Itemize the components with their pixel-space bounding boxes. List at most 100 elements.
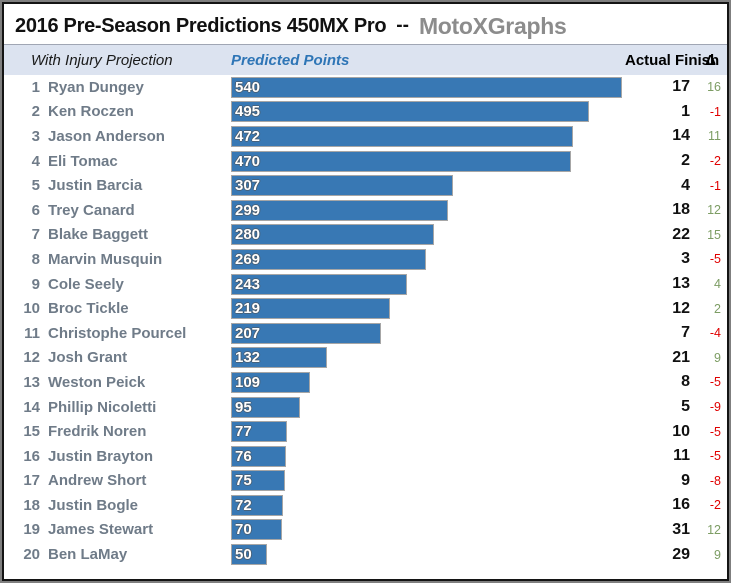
predicted-points-bar: 76 [231, 445, 286, 467]
table-row: 12 Josh Grant 132 21 9 [4, 346, 727, 371]
actual-finish-value: 2 [681, 152, 690, 170]
rider-rank: 10 [23, 300, 40, 318]
actual-finish-value: 11 [673, 447, 690, 465]
predicted-points-value: 280 [235, 226, 261, 244]
table-row: 17 Andrew Short 75 9 -8 [4, 469, 727, 494]
table-row: 11 Christophe Pourcel 207 7 -4 [4, 321, 727, 346]
brand-logo: MotoXGraphs [418, 12, 567, 39]
actual-finish-value: 17 [672, 78, 690, 96]
actual-finish-value: 12 [672, 299, 690, 317]
delta-value: 12 [707, 203, 721, 218]
delta-value: -1 [709, 178, 721, 193]
predicted-points-value: 299 [235, 201, 261, 219]
predicted-points-bar: 207 [231, 322, 381, 344]
table-row: 7 Blake Baggett 280 22 15 [4, 223, 727, 248]
actual-finish-value: 29 [672, 545, 690, 563]
table-row: 9 Cole Seely 243 13 4 [4, 272, 727, 297]
table-row: 20 Ben LaMay 50 29 9 [4, 542, 727, 567]
rider-name: Jason Anderson [48, 127, 165, 145]
delta-value: 4 [714, 277, 721, 292]
delta-value: -9 [709, 400, 721, 415]
table-row: 3 Jason Anderson 472 14 11 [4, 124, 727, 149]
predicted-points-bar: 540 [231, 76, 622, 98]
actual-finish-value: 5 [681, 398, 690, 416]
delta-value: -2 [709, 154, 721, 169]
predicted-points-bar: 472 [231, 125, 573, 147]
rider-name: Fredrik Noren [48, 423, 147, 441]
rider-name: Blake Baggett [48, 226, 149, 244]
predicted-points-value: 470 [235, 152, 261, 170]
rider-name: Ken Roczen [48, 103, 134, 121]
rider-rank: 20 [23, 546, 40, 564]
rider-rank: 8 [31, 250, 40, 268]
rider-name: Broc Tickle [48, 300, 129, 318]
page-title: 2016 Pre-Season Predictions 450MX Pro [15, 14, 387, 37]
chart-header: 2016 Pre-Season Predictions 450MX Pro --… [4, 4, 727, 44]
delta-value: 11 [708, 129, 721, 144]
subtitle-injury-projection: With Injury Projection [31, 51, 173, 69]
rider-rank: 14 [23, 398, 40, 416]
actual-finish-value: 8 [681, 373, 690, 391]
rider-rank: 1 [31, 78, 40, 96]
predicted-points-bar: 75 [231, 470, 286, 492]
predicted-points-value: 77 [235, 423, 252, 441]
predicted-points-bar: 70 [231, 519, 282, 541]
rider-name: Cole Seely [48, 275, 124, 293]
predicted-points-bar: 132 [231, 347, 327, 369]
predicted-points-bar: 50 [231, 544, 268, 566]
rider-rank: 12 [23, 349, 40, 367]
predicted-points-value: 495 [235, 103, 261, 121]
actual-finish-value: 1 [681, 102, 690, 120]
delta-value: 9 [714, 547, 721, 562]
rider-name: Christophe Pourcel [48, 324, 187, 342]
predicted-points-value: 243 [235, 275, 261, 293]
rider-name: Weston Peick [48, 373, 146, 391]
actual-finish-value: 3 [681, 250, 690, 268]
predicted-points-bar: 77 [231, 421, 287, 443]
rider-name: Eli Tomac [48, 152, 118, 170]
rider-name: Ben LaMay [48, 546, 128, 564]
rider-rank: 19 [23, 521, 40, 539]
predicted-points-bar: 109 [231, 371, 310, 393]
rider-rank: 9 [31, 275, 40, 293]
predicted-points-value: 132 [235, 349, 261, 367]
rider-rank: 5 [31, 177, 40, 195]
rider-rank: 2 [31, 103, 40, 121]
table-row: 19 James Stewart 70 31 12 [4, 518, 727, 543]
predicted-points-bar: 269 [231, 248, 426, 270]
predicted-points-bar: 495 [231, 101, 590, 123]
table-row: 5 Justin Barcia 307 4 -1 [4, 173, 727, 198]
predicted-points-bar: 280 [231, 224, 434, 246]
predicted-points-bar: 72 [231, 494, 284, 516]
predicted-points-value: 307 [235, 177, 261, 195]
predicted-points-bar: 243 [231, 273, 407, 295]
table-row: 8 Marvin Musquin 269 3 -5 [4, 247, 727, 272]
rider-rank: 3 [31, 127, 40, 145]
rider-rank: 13 [23, 373, 40, 391]
actual-finish-value: 21 [672, 348, 690, 366]
predicted-points-value: 76 [235, 447, 252, 465]
table-row: 16 Justin Brayton 76 11 -5 [4, 444, 727, 469]
actual-finish-value: 4 [681, 176, 690, 194]
delta-value: 2 [714, 301, 721, 316]
column-header-delta: Δ [705, 51, 716, 69]
delta-value: -5 [709, 449, 721, 464]
rider-rank: 17 [23, 472, 40, 490]
actual-finish-value: 16 [672, 496, 690, 514]
actual-finish-value: 14 [672, 127, 690, 145]
rider-rank: 11 [24, 324, 40, 342]
predicted-points-value: 70 [235, 521, 252, 539]
rider-name: Trey Canard [48, 201, 135, 219]
rider-rank: 6 [31, 201, 40, 219]
predicted-points-value: 207 [235, 324, 261, 342]
predicted-points-bar: 307 [231, 175, 454, 197]
table-row: 4 Eli Tomac 470 2 -2 [4, 149, 727, 174]
predicted-points-bar: 470 [231, 150, 572, 172]
rider-name: Justin Bogle [48, 496, 139, 514]
title-separator: -- [396, 15, 409, 36]
rider-name: Andrew Short [48, 472, 147, 490]
actual-finish-value: 18 [672, 201, 690, 219]
rider-rows: 1 Ryan Dungey 540 17 16 2 Ken Roczen 495… [4, 75, 727, 567]
actual-finish-value: 31 [672, 520, 690, 538]
